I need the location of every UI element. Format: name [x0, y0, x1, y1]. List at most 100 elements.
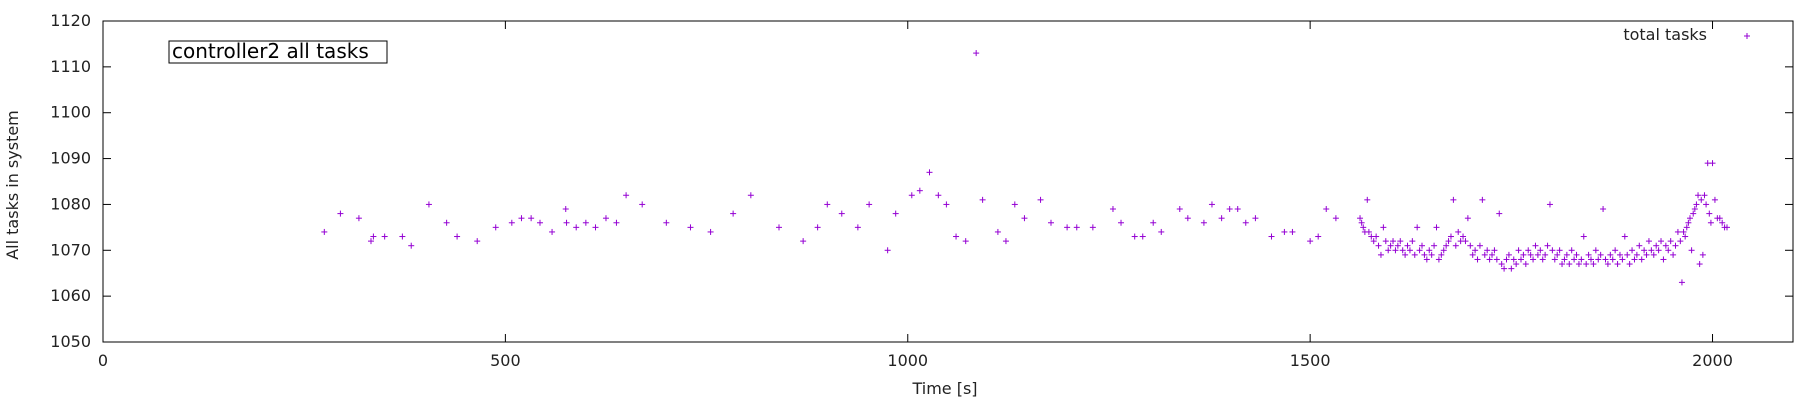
- data-point: [1549, 247, 1556, 254]
- data-point: [916, 187, 923, 194]
- data-point: [1252, 215, 1259, 222]
- data-point: [1037, 196, 1044, 203]
- data-point: [1414, 224, 1421, 231]
- data-point: [1464, 215, 1471, 222]
- data-point: [1476, 242, 1483, 249]
- data-point: [1489, 251, 1496, 258]
- data-point: [1595, 256, 1602, 263]
- data-point: [562, 206, 569, 213]
- data-point: [1709, 160, 1716, 167]
- data-point: [663, 219, 670, 226]
- data-point: [1435, 256, 1442, 263]
- y-axis: 1050 1060 1070 1080 1090 1100 1110 1120: [50, 11, 1793, 351]
- y-tick-label: 1120: [50, 11, 91, 30]
- data-point: [1438, 251, 1445, 258]
- data-point: [908, 192, 915, 199]
- data-point: [1226, 206, 1233, 213]
- data-point: [1491, 247, 1498, 254]
- data-point: [1653, 242, 1660, 249]
- data-point: [1539, 256, 1546, 263]
- data-point: [979, 196, 986, 203]
- data-point: [1508, 265, 1515, 272]
- data-point: [1443, 242, 1450, 249]
- data-point: [1450, 196, 1457, 203]
- data-point: [1612, 247, 1619, 254]
- data-point: [1686, 215, 1693, 222]
- data-point: [1360, 224, 1367, 231]
- data-point: [1660, 256, 1667, 263]
- data-point: [1698, 196, 1705, 203]
- data-point: [1680, 228, 1687, 235]
- y-tick-label: 1050: [50, 332, 91, 351]
- data-point: [1719, 219, 1726, 226]
- data-point: [1585, 251, 1592, 258]
- data-point: [1667, 238, 1674, 245]
- data-point: [854, 224, 861, 231]
- data-point: [1426, 247, 1433, 254]
- data-point: [1616, 251, 1623, 258]
- data-point: [1234, 206, 1241, 213]
- data-point: [1370, 238, 1377, 245]
- data-point: [573, 224, 580, 231]
- data-point: [1503, 256, 1510, 263]
- data-point: [1556, 247, 1563, 254]
- data-point: [1460, 233, 1467, 240]
- data-point: [1409, 238, 1416, 245]
- data-point: [1677, 238, 1684, 245]
- data-point: [613, 219, 620, 226]
- y-tick-label: 1070: [50, 240, 91, 259]
- data-point: [321, 228, 328, 235]
- data-point: [1532, 242, 1539, 249]
- data-point: [1397, 238, 1404, 245]
- data-point: [926, 169, 933, 176]
- data-point: [962, 238, 969, 245]
- data-point: [1131, 233, 1138, 240]
- data-point: [1665, 247, 1672, 254]
- x-tick-label: 500: [490, 351, 521, 370]
- data-point: [884, 247, 891, 254]
- data-point: [1472, 247, 1479, 254]
- data-point: [824, 201, 831, 208]
- data-point: [639, 201, 646, 208]
- data-point: [1707, 219, 1714, 226]
- data-point: [1517, 256, 1524, 263]
- data-point: [1423, 256, 1430, 263]
- data-point: [454, 233, 461, 240]
- data-point: [1711, 196, 1718, 203]
- data-point: [1678, 279, 1685, 286]
- data-point: [1406, 247, 1413, 254]
- data-point: [443, 219, 450, 226]
- data-point: [1498, 261, 1505, 268]
- data-point: [1486, 256, 1493, 263]
- data-point: [1365, 228, 1372, 235]
- data-point: [1002, 238, 1009, 245]
- legend-marker-symbol: [1744, 33, 1750, 39]
- data-point: [1636, 242, 1643, 249]
- data-point: [1364, 196, 1371, 203]
- data-point: [1629, 247, 1636, 254]
- data-point: [892, 210, 899, 217]
- data-point: [1544, 242, 1551, 249]
- data-point: [1089, 224, 1096, 231]
- x-axis: 0 500 1000 1500 2000: [98, 21, 1733, 370]
- data-point: [1373, 233, 1380, 240]
- data-point: [1701, 192, 1708, 199]
- data-point: [1597, 251, 1604, 258]
- data-point: [1208, 201, 1215, 208]
- data-point: [1559, 261, 1566, 268]
- data-point: [838, 210, 845, 217]
- data-point: [1332, 215, 1339, 222]
- data-point: [1695, 192, 1702, 199]
- y-tick-label: 1100: [50, 103, 91, 122]
- data-point: [776, 224, 782, 231]
- data-point: [1315, 233, 1322, 240]
- data-point: [1289, 228, 1296, 235]
- data-point: [1455, 228, 1462, 235]
- data-point: [1600, 206, 1607, 213]
- data-point: [1382, 238, 1389, 245]
- data-point: [1609, 256, 1616, 263]
- data-point: [1390, 238, 1397, 245]
- data-point: [707, 228, 714, 235]
- data-point: [1218, 215, 1225, 222]
